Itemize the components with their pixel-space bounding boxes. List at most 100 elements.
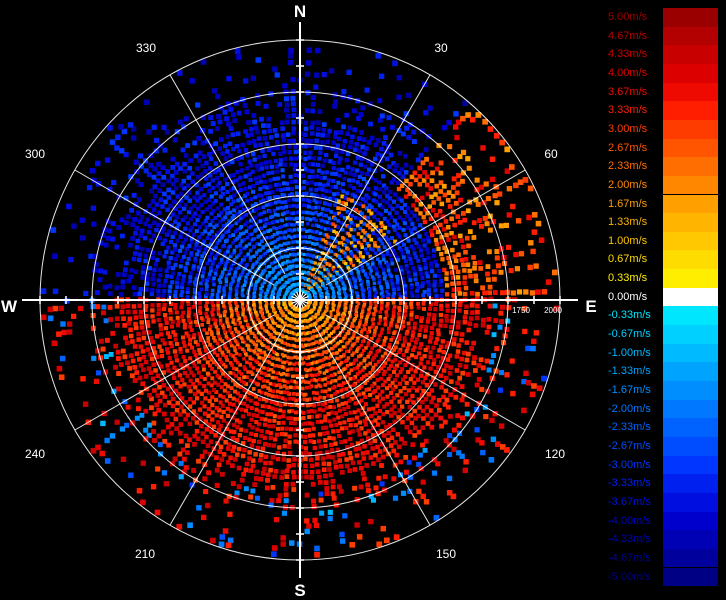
legend-label: 4.00m/s	[608, 66, 648, 79]
legend-swatch	[663, 269, 718, 288]
legend-label: 0.67m/s	[608, 253, 648, 266]
legend-entry: -3.00m/s	[600, 455, 726, 475]
axis-cross	[22, 22, 578, 578]
legend-swatch	[663, 343, 718, 363]
legend-entry: -5.00m/s	[600, 567, 726, 587]
legend-swatch	[663, 119, 718, 139]
legend-entry: 0.33m/s	[600, 269, 726, 288]
legend-label: -4.67m/s	[608, 551, 651, 564]
legend-swatch	[663, 567, 718, 587]
legend-entry: 4.67m/s	[600, 26, 726, 46]
legend-label: 3.67m/s	[608, 85, 648, 98]
azimuth-spoke	[169, 74, 286, 275]
azimuth-label-120: 120	[545, 447, 565, 461]
azimuth-label-150: 150	[436, 547, 456, 561]
compass-north-label: N	[294, 2, 306, 21]
range-label-1750: 1750	[512, 306, 530, 315]
range-label-2000: 2000	[544, 306, 562, 315]
legend-entry: 1.67m/s	[600, 194, 726, 214]
legend-swatch	[663, 175, 718, 195]
legend-label: -4.00m/s	[608, 514, 651, 527]
legend-label: -3.00m/s	[608, 458, 651, 471]
legend-entry: 3.33m/s	[600, 101, 726, 120]
legend-label: 5.00m/s	[608, 11, 648, 23]
legend-entry: -0.67m/s	[600, 325, 726, 344]
legend-swatch	[663, 26, 718, 46]
azimuth-spoke	[314, 325, 431, 526]
legend-swatch	[663, 231, 718, 251]
legend-entry: 0.00m/s	[600, 287, 726, 307]
legend-label: 1.67m/s	[608, 197, 648, 210]
legend-entry: -2.67m/s	[600, 436, 726, 456]
legend-swatch	[663, 492, 718, 512]
radar-velocity-ppi: N E S W 30 60 120 150 210 240 300 330 17…	[1, 2, 597, 600]
legend-swatch	[663, 455, 718, 475]
legend-swatch	[663, 474, 718, 493]
legend-swatch	[663, 381, 718, 400]
legend-entry: 1.00m/s	[600, 231, 726, 251]
velocity-color-legend: 5.00m/s 4.67m/s 4.33m/s 4.00m/s 3.67m/s 3.33m…	[600, 0, 726, 600]
legend-label: -2.67m/s	[608, 439, 651, 452]
legend-entry: 4.33m/s	[600, 45, 726, 64]
legend-label: -0.33m/s	[608, 309, 651, 322]
azimuth-spoke	[325, 169, 526, 286]
compass-west-label: W	[1, 297, 18, 316]
legend-swatch	[663, 82, 718, 102]
azimuth-spoke	[74, 169, 275, 286]
legend-entry: 3.67m/s	[600, 82, 726, 102]
legend-entry: 4.00m/s	[600, 63, 726, 83]
legend-label: -4.33m/s	[608, 533, 651, 546]
azimuth-spoke	[169, 325, 286, 526]
legend-entry: -3.67m/s	[600, 492, 726, 512]
legend-entry: 1.33m/s	[600, 213, 726, 232]
legend-entry: -3.33m/s	[600, 474, 726, 493]
azimuth-label-240: 240	[25, 447, 45, 461]
azimuth-label-330: 330	[136, 41, 156, 55]
legend-label: 1.33m/s	[608, 216, 648, 229]
legend-entry: -2.33m/s	[600, 418, 726, 437]
legend-swatch	[663, 101, 718, 120]
legend-entry: 3.00m/s	[600, 119, 726, 139]
legend-entry: -2.00m/s	[600, 399, 726, 419]
legend-label: -3.67m/s	[608, 495, 651, 508]
azimuth-label-30: 30	[434, 41, 448, 55]
legend-label: -2.33m/s	[608, 421, 651, 434]
legend-label: 4.33m/s	[608, 48, 648, 61]
legend-swatch	[663, 306, 718, 326]
legend-entry: 2.33m/s	[600, 157, 726, 176]
legend-entry: 0.67m/s	[600, 250, 726, 270]
legend-label: 1.00m/s	[608, 234, 648, 247]
legend-swatch	[663, 399, 718, 419]
azimuth-spoke	[74, 314, 275, 431]
legend-swatch	[663, 45, 718, 64]
azimuth-label-300: 300	[25, 147, 45, 161]
legend-label: 0.33m/s	[608, 272, 648, 285]
legend-entry: -4.67m/s	[600, 548, 726, 568]
compass-south-label: S	[294, 581, 305, 600]
legend-swatch	[663, 287, 718, 307]
legend-entry: -4.33m/s	[600, 530, 726, 549]
legend-label: 3.00m/s	[608, 122, 648, 135]
legend-label: -0.67m/s	[608, 328, 651, 341]
legend-swatch	[663, 548, 718, 568]
compass-east-label: E	[585, 297, 596, 316]
legend-label: 2.00m/s	[608, 178, 648, 191]
legend-label: -3.33m/s	[608, 477, 651, 490]
legend-label: -5.00m/s	[608, 570, 651, 583]
azimuth-label-60: 60	[544, 147, 558, 161]
legend-swatch	[663, 418, 718, 437]
legend-entry: -1.33m/s	[600, 362, 726, 381]
legend-entry: 2.00m/s	[600, 175, 726, 195]
legend-swatch	[663, 250, 718, 270]
legend-label: -1.33m/s	[608, 365, 651, 378]
legend-swatch	[663, 511, 718, 531]
legend-swatch	[663, 138, 718, 158]
legend-swatch	[663, 325, 718, 344]
legend-swatch	[663, 530, 718, 549]
legend-swatch	[663, 362, 718, 381]
azimuth-spoke	[325, 314, 526, 431]
center-marker	[296, 291, 304, 309]
azimuth-label-210: 210	[135, 547, 155, 561]
legend-entry: -4.00m/s	[600, 511, 726, 531]
legend-label: 4.67m/s	[608, 29, 648, 42]
